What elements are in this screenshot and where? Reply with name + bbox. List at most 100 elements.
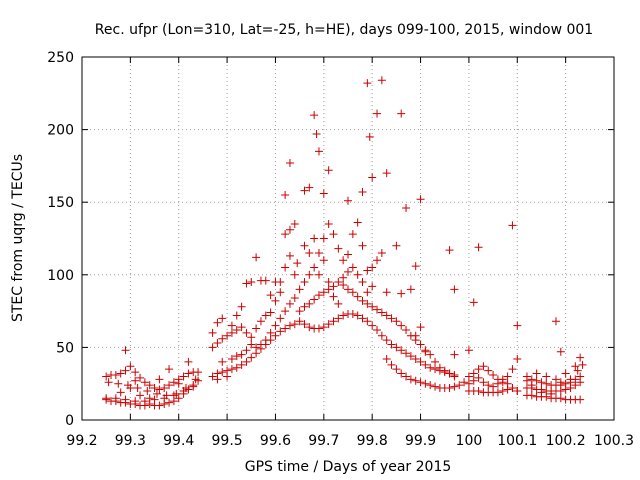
data-point: [576, 353, 585, 362]
data-point: [218, 314, 227, 323]
data-point: [290, 219, 299, 228]
data-point: [213, 375, 222, 384]
data-point: [392, 365, 401, 374]
data-point: [314, 291, 323, 300]
data-point: [174, 379, 183, 388]
x-tick-label: 100.2: [546, 433, 586, 449]
data-point: [310, 263, 319, 272]
data-point: [329, 230, 338, 239]
data-point: [392, 343, 401, 352]
data-point: [353, 292, 362, 301]
data-point: [363, 266, 372, 275]
data-point: [290, 320, 299, 329]
data-point: [247, 340, 256, 349]
data-point: [402, 349, 411, 358]
data-point: [237, 350, 246, 359]
data-point: [522, 372, 531, 381]
data-point: [566, 384, 575, 393]
data-point: [319, 323, 328, 332]
data-point: [578, 360, 587, 369]
data-point: [136, 373, 145, 382]
data-point: [155, 385, 164, 394]
data-point: [213, 318, 222, 327]
data-point: [551, 317, 560, 326]
data-point: [223, 372, 232, 381]
x-tick-label: 99.5: [212, 433, 243, 449]
data-point: [508, 221, 517, 230]
data-point: [256, 340, 265, 349]
data-point: [358, 188, 367, 197]
data-point: [266, 291, 275, 300]
data-point: [348, 263, 357, 272]
data-point: [479, 362, 488, 371]
data-point: [416, 340, 425, 349]
data-point: [261, 276, 270, 285]
data-point: [305, 183, 314, 192]
x-axis-label: GPS time / Days of year 2015: [245, 459, 452, 475]
data-point: [232, 311, 241, 320]
data-point: [131, 376, 140, 385]
data-point: [319, 234, 328, 243]
data-point: [382, 355, 391, 364]
data-point: [450, 382, 459, 391]
data-point: [252, 343, 261, 352]
data-point: [373, 109, 382, 118]
data-point: [513, 355, 522, 364]
x-tick-label: 99.4: [163, 433, 194, 449]
data-point: [271, 321, 280, 330]
data-point: [242, 328, 251, 337]
data-point: [576, 395, 585, 404]
data-point: [573, 366, 582, 375]
data-point: [431, 365, 440, 374]
data-point: [319, 189, 328, 198]
data-point: [145, 381, 154, 390]
data-point: [295, 317, 304, 326]
data-point: [416, 378, 425, 387]
data-point: [489, 382, 498, 391]
data-point: [373, 325, 382, 334]
data-point: [469, 376, 478, 385]
data-point: [576, 378, 585, 387]
data-point: [290, 270, 299, 279]
y-tick-label: 50: [56, 340, 74, 356]
data-point: [324, 320, 333, 329]
data-point: [358, 296, 367, 305]
data-point: [276, 288, 285, 297]
data-point: [358, 241, 367, 250]
data-point: [281, 324, 290, 333]
data-point: [556, 394, 565, 403]
data-point: [237, 360, 246, 369]
data-point: [416, 323, 425, 332]
data-point: [445, 369, 454, 378]
data-point: [411, 376, 420, 385]
data-point: [155, 375, 164, 384]
data-point: [561, 369, 570, 378]
data-point: [179, 372, 188, 381]
axis-ticks: 99.2 99.3 99.4 99.5 99.6 99.7 99.8 99.9 100 100.1…: [47, 50, 634, 449]
data-point: [421, 360, 430, 369]
data-point: [358, 278, 367, 287]
data-point: [169, 378, 178, 387]
data-point: [247, 278, 256, 287]
x-tick-label: 100: [456, 433, 483, 449]
y-axis-label: STEC from uqrg / TECUs: [10, 154, 26, 322]
data-point: [145, 394, 154, 403]
data-point: [368, 282, 377, 291]
data-point: [121, 395, 130, 404]
data-point: [271, 296, 280, 305]
data-point: [445, 246, 454, 255]
data-point: [152, 389, 161, 398]
data-point: [155, 401, 164, 410]
data-point: [232, 363, 241, 372]
data-point: [344, 196, 352, 205]
data-point: [421, 347, 430, 356]
data-point: [382, 169, 391, 178]
data-point: [121, 346, 130, 355]
data-point: [450, 350, 459, 359]
data-point: [314, 270, 323, 279]
data-point: [556, 347, 565, 356]
data-point: [285, 225, 294, 234]
data-point: [479, 378, 488, 387]
data-point: [377, 308, 386, 317]
data-point: [411, 355, 420, 364]
